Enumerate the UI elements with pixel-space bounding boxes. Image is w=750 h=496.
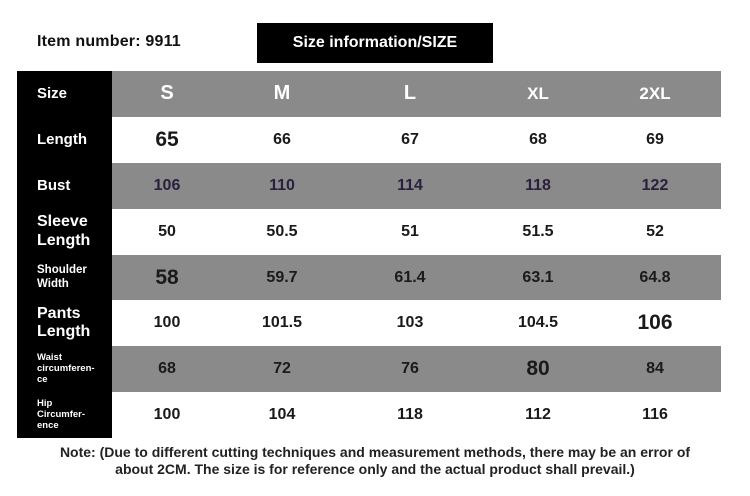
row-values: 100 101.5 103 104.5 106 [112, 300, 721, 347]
row-label: Sleeve Length [17, 208, 112, 255]
table-row: Waist circumferen- ce 68 72 76 80 84 [17, 346, 721, 393]
table-row: Shoulder Width 58 59.7 61.4 63.1 64.8 [17, 254, 721, 301]
row-values: 65 66 67 68 69 [112, 116, 721, 163]
row-values: 106 110 114 118 122 [112, 162, 721, 209]
note-text: Note: (Due to different cutting techniqu… [0, 444, 750, 478]
table-cell: 101.5 [261, 314, 303, 332]
row-values: 58 59.7 61.4 63.1 64.8 [112, 254, 721, 301]
size-header-2xl: 2XL [639, 83, 671, 103]
size-header-s: S [160, 82, 174, 105]
table-cell: 72 [273, 360, 291, 378]
row-label: Hip Circumfer- ence [17, 392, 112, 439]
note-line-2: about 2CM. The size is for reference onl… [115, 461, 635, 477]
table-cell: 106 [637, 311, 673, 335]
table-cell: 66 [273, 130, 291, 148]
table-cell: 118 [397, 406, 423, 424]
table-cell: 84 [646, 360, 664, 378]
table-cell: 104.5 [517, 314, 559, 332]
table-cell: 51.5 [522, 222, 554, 240]
row-label: Size [17, 71, 112, 117]
table-row: Pants Length 100 101.5 103 104.5 106 [17, 300, 721, 347]
table-cell: 80 [526, 357, 550, 381]
table-cell: 68 [158, 360, 176, 378]
row-label: Bust [17, 162, 112, 209]
item-number: Item number: 9911 [37, 33, 181, 50]
size-header-xl: XL [527, 83, 549, 103]
table-cell: 103 [396, 314, 424, 332]
table-cell: 50.5 [266, 222, 298, 240]
table-row: Bust 106 110 114 118 122 [17, 162, 721, 209]
size-header-l: L [403, 82, 417, 105]
table-cell: 65 [155, 127, 179, 151]
row-label: Waist circumferen- ce [17, 346, 112, 393]
table-cell: 50 [158, 222, 176, 240]
table-cell: 51 [401, 222, 419, 240]
table-cell: 68 [529, 130, 547, 148]
table-row: Hip Circumfer- ence 100 104 118 112 116 [17, 392, 721, 439]
row-values: 50 50.5 51 51.5 52 [112, 208, 721, 255]
table-cell: 104 [268, 406, 296, 424]
row-label: Pants Length [17, 300, 112, 347]
size-header-m: M [273, 82, 291, 105]
table-cell: 110 [269, 176, 295, 194]
table-cell: 58 [155, 265, 179, 289]
table-cell: 100 [153, 314, 181, 332]
table-cell: 61.4 [394, 268, 426, 286]
table-cell: 59.7 [266, 268, 298, 286]
table-cell: 67 [401, 130, 419, 148]
table-cell: 100 [153, 406, 181, 424]
table-cell: 122 [641, 176, 669, 194]
table-cell: 63.1 [522, 268, 554, 286]
size-info-badge: Size information/SIZE [257, 23, 493, 63]
size-table: Size S M L XL 2XL Length 65 66 67 68 69 … [17, 71, 721, 439]
table-cell: 69 [646, 130, 664, 148]
table-row: Length 65 66 67 68 69 [17, 116, 721, 163]
size-headers: S M L XL 2XL [112, 71, 721, 117]
table-cell: 52 [646, 222, 664, 240]
row-values: 68 72 76 80 84 [112, 346, 721, 393]
table-cell: 106 [153, 176, 181, 194]
table-header-row: Size S M L XL 2XL [17, 71, 721, 117]
table-cell: 114 [397, 176, 423, 194]
table-cell: 112 [525, 406, 551, 424]
row-label: Length [17, 116, 112, 163]
table-cell: 76 [401, 360, 419, 378]
row-label: Shoulder Width [17, 254, 112, 301]
note-line-1: Note: (Due to different cutting techniqu… [59, 444, 691, 460]
table-cell: 118 [525, 176, 551, 194]
table-cell: 116 [642, 406, 668, 424]
row-values: 100 104 118 112 116 [112, 392, 721, 439]
table-cell: 64.8 [639, 268, 671, 286]
table-row: Sleeve Length 50 50.5 51 51.5 52 [17, 208, 721, 255]
